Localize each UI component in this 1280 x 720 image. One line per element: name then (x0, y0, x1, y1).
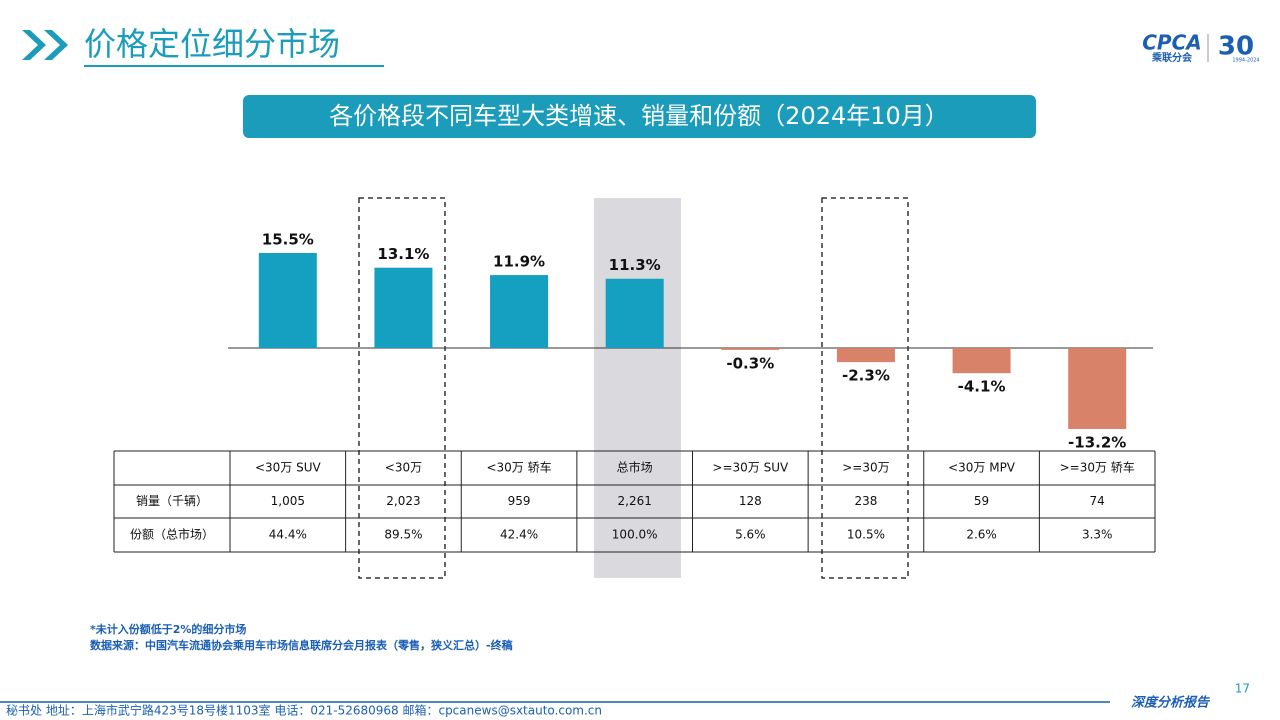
page-number: 17 (1235, 682, 1250, 696)
table-cell: 89.5% (384, 528, 422, 542)
table-cell: 74 (1090, 494, 1105, 508)
value-label: 11.3% (609, 256, 661, 274)
bar (605, 278, 664, 349)
page-title: 价格定位细分市场 (84, 25, 340, 63)
value-label: 13.1% (377, 245, 429, 263)
highlight-box (594, 198, 681, 578)
chart: 15.5% 13.1% 11.9% 11.3% -0.3% -2.3% -4.1% -13.2… (228, 230, 1153, 451)
table-cell: 238 (854, 494, 877, 508)
dashed-box (358, 197, 446, 579)
value-label: -0.3% (726, 354, 774, 372)
footer-report: 深度分析报告 (1131, 695, 1211, 711)
bar (721, 348, 780, 350)
table-cell: 5.6% (735, 528, 766, 542)
table-cell: 3.3% (1082, 528, 1113, 542)
table-cell: 10.5% (847, 528, 885, 542)
logo-brand: CPCA (1142, 31, 1202, 55)
column-header: <30万 MPV (948, 461, 1016, 475)
table-cell: 2.6% (966, 528, 997, 542)
dashed-box (821, 197, 909, 579)
column-header: >=30万 轿车 (1060, 460, 1135, 475)
logo-anniversary: 30 (1218, 32, 1254, 62)
bar (1068, 348, 1127, 429)
value-label: 15.5% (262, 230, 314, 248)
table-cell: 100.0% (612, 528, 658, 542)
value-label: -4.1% (958, 378, 1006, 396)
table-cell: 2,261 (618, 494, 652, 508)
chart-title-banner (243, 95, 1036, 138)
bar (258, 252, 317, 349)
bar (836, 348, 895, 363)
table-cell: 44.4% (269, 528, 307, 542)
logo-name: 乘联分会 (1151, 51, 1192, 64)
column-header: <30万 SUV (255, 461, 322, 475)
table-cell: 42.4% (500, 528, 538, 542)
row-label: 销量（千辆） (136, 494, 208, 508)
logo-years: 1994-2024 (1232, 58, 1259, 64)
note: *未计入份额低于2%的细分市场 (90, 622, 246, 636)
value-label: 11.9% (493, 253, 545, 271)
footer-address: 秘书处 地址：上海市武宁路423号18号楼1103室 电话：021-526809… (6, 703, 602, 718)
column-header: 总市场 (617, 460, 653, 475)
bar (490, 275, 549, 349)
bar (952, 348, 1011, 374)
value-label: -2.3% (842, 367, 890, 385)
chart-title: 各价格段不同车型大类增速、销量和份额（2024年10月） (329, 102, 949, 130)
data-table: <30万 SUV <30万 <30万 轿车 总市场 >=30万 SUV >=30万 <30万… (113, 450, 1156, 553)
column-header: >=30万 SUV (712, 461, 789, 475)
table-cell: 59 (974, 494, 989, 508)
table-cell: 1,005 (271, 494, 305, 508)
column-header: >=30万 (842, 461, 889, 475)
bar (374, 267, 433, 349)
table-cell: 959 (508, 494, 531, 508)
column-header: <30万 轿车 (486, 460, 551, 475)
value-label: -13.2% (1068, 433, 1126, 451)
chevron-icon (22, 30, 68, 60)
table-cell: 2,023 (386, 494, 420, 508)
row-label: 份额（总市场） (130, 527, 214, 542)
table-cell: 128 (739, 494, 762, 508)
column-header: <30万 (385, 461, 422, 475)
note: 数据来源：中国汽车流通协会乘用车市场信息联席分会月报表（零售，狭义汇总）-终稿 (90, 638, 513, 652)
